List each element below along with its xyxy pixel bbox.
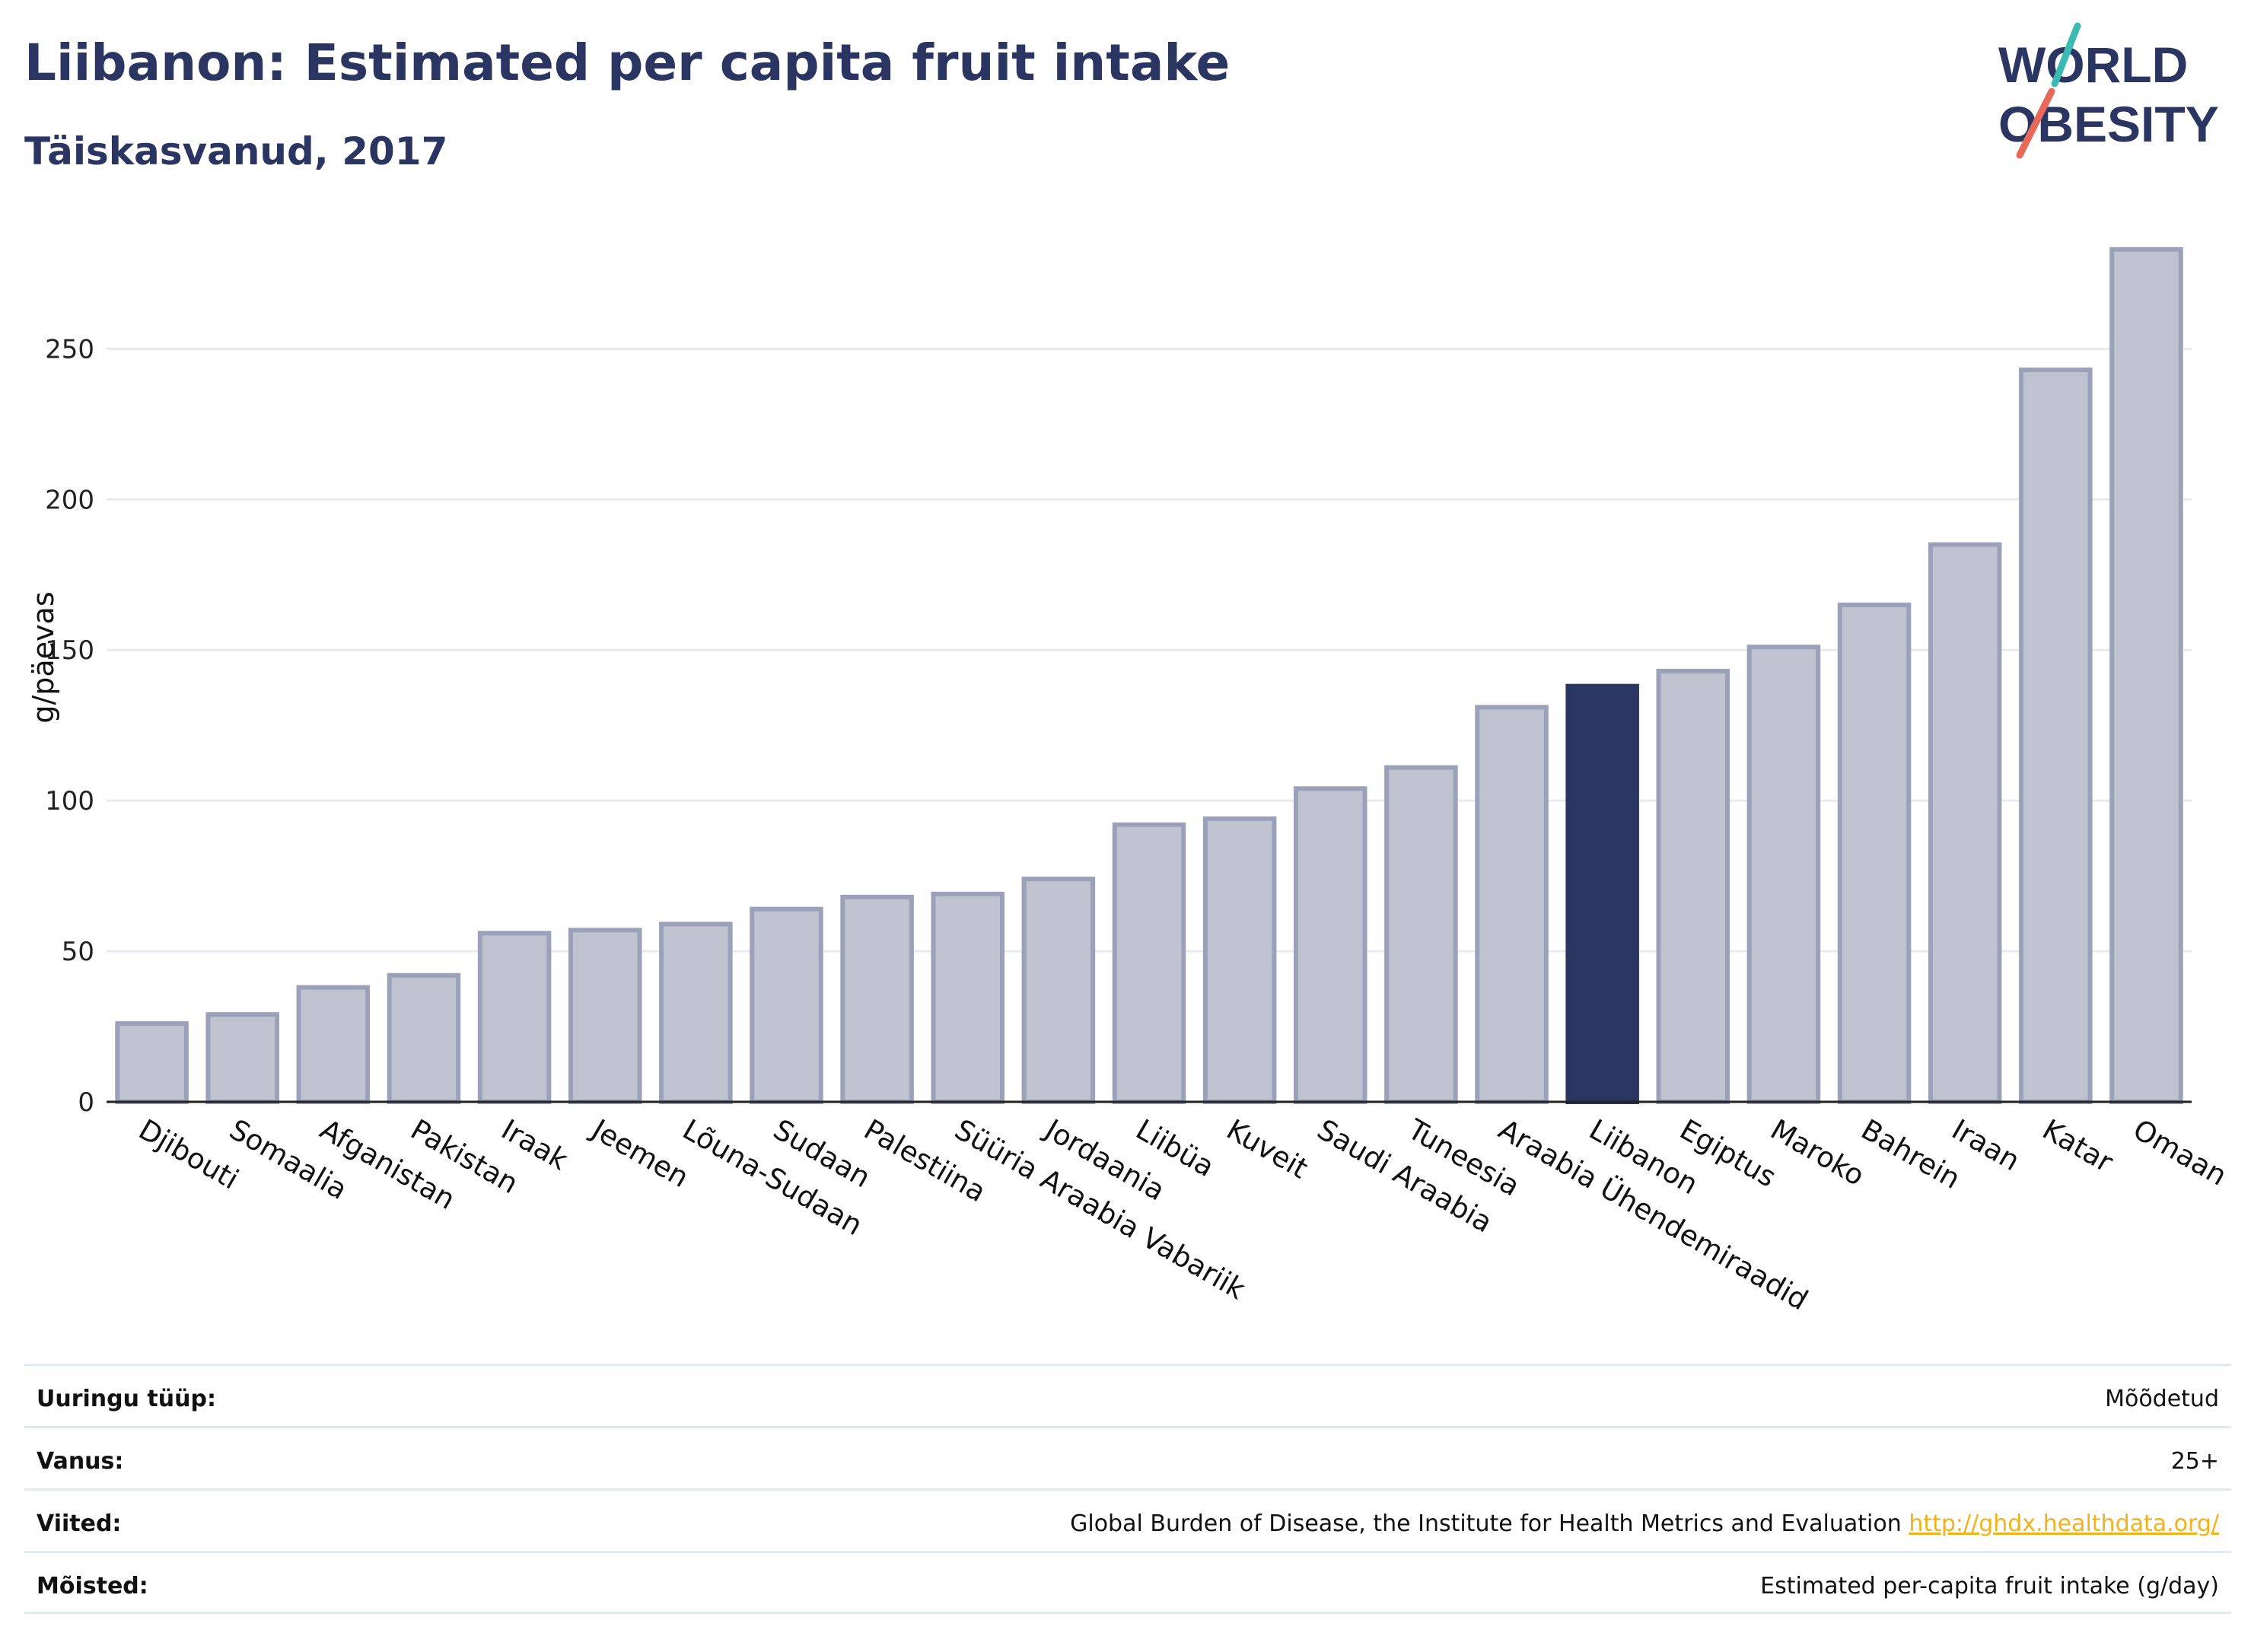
bar-iraan <box>1928 542 2002 1104</box>
meta-value: 25+ <box>2170 1448 2219 1475</box>
bar-liibüa <box>1112 822 1186 1104</box>
logo-line1: WORLD <box>1998 37 2188 93</box>
y-tick-label: 200 <box>45 485 94 515</box>
bar-chart: 0 50 100 150 200 250 DjiboutiSomaaliaAfganist… <box>27 247 2232 1317</box>
reference-link[interactable]: http://ghdx.healthdata.org/ <box>1909 1510 2219 1537</box>
chart-subtitle: Täiskasvanud, 2017 <box>24 129 448 173</box>
bars <box>115 247 2183 1105</box>
meta-label: Viited: <box>37 1510 122 1537</box>
meta-label: Mõisted: <box>37 1573 148 1599</box>
y-tick-labels: 0 50 100 150 200 250 <box>45 334 94 1118</box>
bar-lõuna-sudaan <box>659 921 733 1105</box>
world-obesity-logo: WORLD OBESITY <box>1998 22 2219 159</box>
bar-kuveit <box>1202 816 1277 1104</box>
meta-row-definitions: Mõisted: Estimated per-capita fruit inta… <box>24 1551 2231 1613</box>
x-tick-label: Jeemen <box>585 1112 694 1195</box>
bar-pakistan <box>387 972 461 1104</box>
meta-row-age: Vanus: 25+ <box>24 1426 2231 1488</box>
bar-egiptus <box>1656 668 1730 1104</box>
logo-accent-teal <box>2051 22 2081 88</box>
bar-araabia-ühendemiraadid <box>1475 705 1549 1104</box>
x-tick-label: Katar <box>2037 1113 2119 1179</box>
y-tick-label: 250 <box>45 334 94 364</box>
x-tick-label: Omaan <box>2128 1113 2233 1192</box>
bar-omaan <box>2109 247 2183 1105</box>
meta-value: Estimated per-capita fruit intake (g/day… <box>1760 1573 2219 1599</box>
bar-somaalia <box>205 1012 279 1104</box>
bar-katar <box>2019 368 2093 1104</box>
bar-bahrein <box>1837 602 1912 1104</box>
y-tick-label: 50 <box>62 937 94 967</box>
bar-palestiina <box>840 894 914 1105</box>
x-tick-label: Djibouti <box>133 1113 244 1196</box>
meta-bottom-rule <box>24 1612 2231 1614</box>
chart-title: Liibanon: Estimated per capita fruit int… <box>24 33 1231 92</box>
bar-saudi-araabia <box>1293 786 1367 1105</box>
x-tick-label: Kuveit <box>1221 1113 1313 1186</box>
bar-djibouti <box>115 1021 189 1104</box>
meta-label: Vanus: <box>37 1448 124 1475</box>
meta-label: Uuringu tüüp: <box>37 1386 216 1412</box>
meta-row-references: Viited: Global Burden of Disease, the In… <box>24 1488 2231 1551</box>
y-tick-label: 0 <box>78 1087 94 1118</box>
x-tick-label: Bahrein <box>1856 1113 1966 1195</box>
meta-value: Mõõdetud <box>2105 1386 2219 1412</box>
bar-jeemen <box>568 928 642 1105</box>
bar-süüria-araabia-vabariik <box>931 891 1005 1105</box>
y-tick-label: 100 <box>45 786 94 816</box>
bar-afganistan <box>296 985 371 1104</box>
bar-sudaan <box>750 906 823 1105</box>
bar-liibanon <box>1565 683 1639 1104</box>
meta-value: Global Burden of Disease, the Institute … <box>1070 1510 2219 1537</box>
x-tick-label: Maroko <box>1765 1113 1870 1192</box>
logo-accent-red <box>2016 88 2055 159</box>
y-axis-label: g/päevas <box>27 591 60 723</box>
bar-jordaania <box>1021 877 1096 1104</box>
bar-iraak <box>477 931 552 1105</box>
reference-text: Global Burden of Disease, the Institute … <box>1070 1510 1902 1537</box>
meta-row-survey-type: Uuringu tüüp: Mõõdetud <box>24 1364 2231 1426</box>
y-tick-label: 150 <box>45 635 94 666</box>
bar-tuneesia <box>1384 765 1458 1104</box>
bar-maroko <box>1746 645 1821 1104</box>
